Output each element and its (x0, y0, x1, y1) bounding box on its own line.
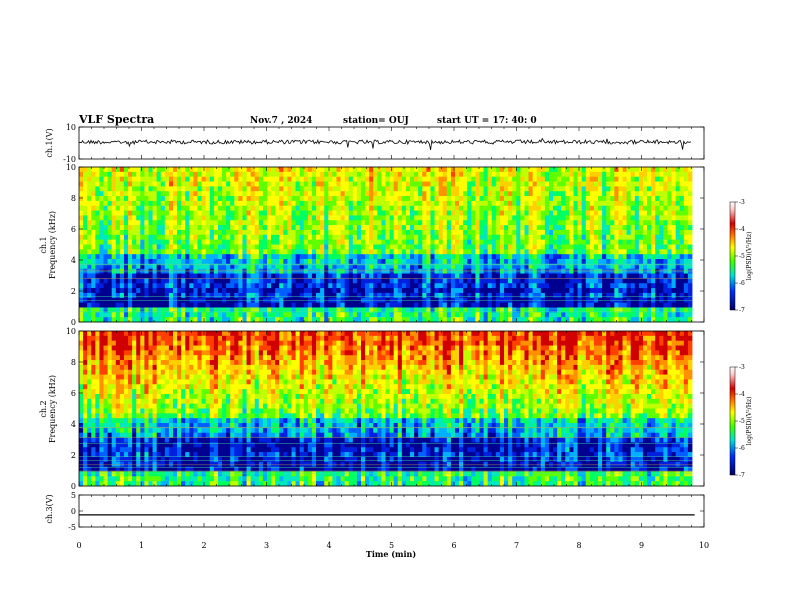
ch1-waveform-panel: 10 -10 (63, 123, 705, 164)
sp1-ytick-label: 10 (66, 163, 76, 172)
sp1-ytick-label: 0 (71, 318, 76, 327)
ch3-ytick-label: 0 (71, 507, 76, 516)
sp1-ytick-label: 8 (71, 194, 76, 203)
sp1-ylabel-frequency: Frequency (kHz) (48, 211, 57, 279)
colorbar-1-tick-label: -5 (739, 253, 745, 260)
colorbar-2-tick-label: -4 (739, 391, 745, 398)
ch3-ylabel: ch.3(V) (45, 494, 54, 523)
x-tick-label: 9 (639, 541, 644, 550)
sp2-ylabel-frequency: Frequency (kHz) (48, 375, 57, 443)
ch1-ylabel: ch.1(V) (45, 128, 54, 157)
colorbar-2-label: log(PSD)(V²/Hz) (746, 397, 753, 446)
sp1-cells (79, 167, 693, 323)
x-tick-label: 4 (326, 541, 331, 550)
sp2-ytick-label: 4 (71, 420, 76, 429)
date-label: Nov.7 , 2024 (250, 116, 312, 126)
figure-title: VLF Spectra (78, 113, 154, 126)
ch1-spectrogram-panel: 10 8 6 4 2 0 (66, 163, 705, 327)
x-tick-label: 5 (389, 541, 394, 550)
start-time-label: start UT = 17: 40: 0 (437, 116, 537, 126)
sp2-ylabel-channel: ch.2 (39, 400, 48, 417)
station-label: station= OUJ (343, 116, 409, 126)
ch1-ytick-label: -10 (63, 155, 76, 164)
x-tick-label: 7 (514, 541, 519, 550)
x-tick-label: 1 (139, 541, 144, 550)
sp1-ytick-label: 4 (71, 256, 76, 265)
colorbar-2-tick-label: -5 (739, 418, 745, 425)
time-axis: 0 1 2 3 4 5 6 7 8 9 10 (76, 541, 709, 550)
x-tick-label: 10 (699, 541, 709, 550)
ch3-ytick-label: 5 (71, 491, 76, 500)
sp1-ytick-label: 2 (71, 287, 76, 296)
sp2-ytick-label: 8 (71, 358, 76, 367)
sp2-ytick-label: 10 (66, 327, 76, 336)
ch1-series-line (78, 137, 692, 150)
x-tick-label: 8 (576, 541, 581, 550)
colorbar-1-tick-label: -6 (739, 280, 745, 287)
sp2-ytick-label: 0 (71, 482, 76, 491)
sp1-ylabel-channel: ch.1 (39, 236, 48, 253)
sp2-cells (79, 331, 693, 487)
ch2-spectrogram-panel: 10 8 6 4 2 0 (66, 327, 705, 491)
colorbar-2-tick-label: -7 (739, 472, 745, 479)
colorbar-1-tick-label: -3 (739, 199, 745, 206)
sp2-ytick-label: 2 (71, 451, 76, 460)
x-tick-label: 6 (451, 541, 456, 550)
colorbar-2-tick-label: -3 (739, 364, 745, 371)
x-tick-label: 3 (264, 541, 269, 550)
x-axis-label: Time (min) (366, 549, 416, 559)
colorbar-1: -3 -4 -5 -6 -7 log(PSD)(V²/Hz) (729, 199, 753, 314)
colorbar-2-tick-label: -6 (739, 445, 745, 452)
sp2-ytick-label: 6 (71, 389, 76, 398)
colorbar-1-tick-label: -7 (739, 307, 745, 314)
ch1-ytick-label: 10 (66, 123, 76, 132)
colorbar-1-label: log(PSD)(V²/Hz) (746, 232, 753, 281)
ch3-frame (78, 494, 705, 528)
x-tick-label: 0 (76, 541, 81, 550)
ch3-ytick-label: -5 (68, 523, 76, 532)
ch3-waveform-panel: 5 0 -5 (68, 491, 705, 532)
x-tick-label: 2 (201, 541, 206, 550)
colorbar-2: -3 -4 -5 -6 -7 log(PSD)(V²/Hz) (729, 364, 753, 479)
colorbar-1-tick-label: -4 (739, 226, 745, 233)
sp1-ytick-label: 6 (71, 225, 76, 234)
